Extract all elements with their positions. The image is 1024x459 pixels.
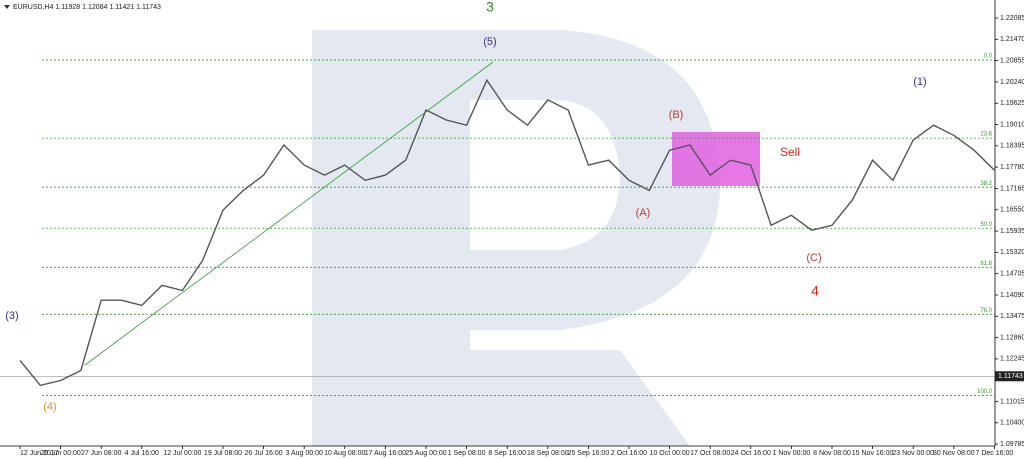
x-tick-label: 27 Jun 08:00	[81, 450, 122, 457]
fib-level-label: 0.0	[984, 54, 993, 60]
y-tick-label: 1.15320	[1000, 249, 1024, 256]
y-tick-label: 1.14090	[1000, 292, 1024, 299]
x-tick-label: 30 Nov 08:00	[933, 450, 975, 457]
x-tick-label: 20 Jun 00:00	[40, 450, 81, 457]
wave-label: (C)	[806, 252, 821, 264]
plot	[0, 78, 995, 387]
y-tick-label: 1.14705	[1000, 271, 1024, 278]
x-tick-label: 18 Sep 08:00	[527, 450, 569, 457]
y-tick-label: 1.22085	[1000, 15, 1024, 22]
wave-label: (B)	[669, 109, 684, 121]
x-tick-label: 7 Dec 16:00	[976, 450, 1014, 457]
x-tick-label: 25 Aug 00:00	[405, 450, 446, 457]
wave-label: (5)	[483, 36, 496, 48]
y-tick-label: 1.15935	[1000, 228, 1024, 235]
y-tick-label: 1.17165	[1000, 185, 1024, 192]
x-tick-label: 12 Jun 2017	[20, 450, 59, 457]
y-tick-label: 1.21470	[1000, 36, 1024, 43]
x-tick-label: 25 Sep 16:00	[568, 450, 610, 457]
y-tick-label: 1.17780	[1000, 164, 1024, 171]
y-tick-label: 1.18395	[1000, 143, 1024, 150]
price-line	[19, 78, 995, 387]
y-tick-label: 1.19010	[1000, 121, 1024, 128]
wave-label: (3)	[5, 310, 18, 322]
axes: 1.22085 1.21470 1.20855 1.20240 1.19625 1.190…	[19, 15, 1024, 457]
x-tick-label: 12 Jul 00:00	[163, 450, 201, 457]
fib-level-label: 61.8	[980, 261, 992, 267]
x-tick-label: 8 Nov 08:00	[813, 450, 851, 457]
wave-label: 4	[811, 283, 819, 299]
current-price-label: 1.11743	[998, 373, 1023, 380]
wave-label: 3	[486, 0, 494, 15]
x-tick-label: 17 Aug 16:00	[365, 450, 406, 457]
x-tick-label: 1 Nov 00:00	[773, 450, 811, 457]
fib-level-label: 50.0	[980, 222, 992, 228]
y-tick-label: 1.19625	[1000, 100, 1024, 107]
y-tick-label: 1.10400	[1000, 420, 1024, 427]
fib-level-label: 100.0	[977, 389, 993, 395]
x-tick-label: 8 Sep 16:00	[488, 450, 526, 457]
wave-label: (4)	[43, 401, 56, 413]
x-tick-label: 2 Oct 16:00	[611, 450, 647, 457]
y-tick-label: 1.09785	[1000, 441, 1024, 448]
x-tick-label: 3 Aug 00:00	[286, 450, 323, 457]
y-tick-label: 1.11015	[1000, 398, 1024, 405]
y-tick-label: 1.20240	[1000, 79, 1024, 86]
y-tick-label: 1.12245	[1000, 356, 1024, 363]
x-tick-label: 10 Aug 08:00	[324, 450, 365, 457]
x-tick-label: 24 Oct 16:00	[731, 450, 771, 457]
fib-level-label: 76.0	[980, 308, 992, 314]
x-tick-label: 17 Oct 08:00	[690, 450, 730, 457]
wave-label: (A)	[636, 207, 651, 219]
wave-label: (1)	[913, 76, 926, 88]
fib-levels: 0.0 23.6 38.2 50.0 61.8 76.0 100.0	[42, 54, 995, 396]
menu-arrow	[4, 5, 10, 9]
sell-zone	[672, 132, 760, 186]
x-tick-label: 1 Sep 08:00	[448, 450, 486, 457]
x-tick-label: 23 Nov 00:00	[892, 450, 934, 457]
sell-label: Sell	[780, 145, 800, 159]
x-tick-label: 4 Jul 16:00	[125, 450, 159, 457]
x-tick-label: 19 Jul 08:00	[204, 450, 242, 457]
watermark	[312, 30, 720, 446]
y-tick-label: 1.13475	[1000, 313, 1024, 320]
y-tick-label: 1.20855	[1000, 57, 1024, 64]
fib-level-label: 38.2	[980, 181, 992, 187]
y-tick-label: 1.12860	[1000, 334, 1024, 341]
x-tick-label: 26 Jul 16:00	[245, 450, 283, 457]
fib-level-label: 23.6	[980, 132, 992, 138]
chart-title: EURUSD,H4 1.11928 1.12084 1.11421 1.1174…	[13, 4, 161, 11]
x-tick-label: 15 Nov 16:00	[852, 450, 894, 457]
y-tick-label: 1.16550	[1000, 207, 1024, 214]
x-tick-label: 10 Oct 00:00	[650, 450, 690, 457]
current-price-box	[995, 371, 1024, 382]
